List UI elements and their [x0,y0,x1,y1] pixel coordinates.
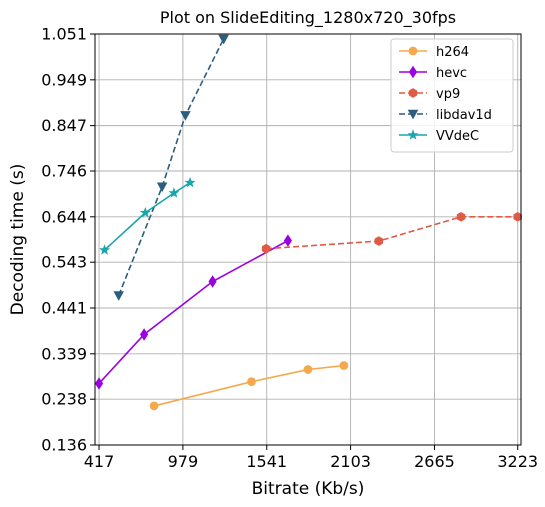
legend-marker [408,88,418,98]
y-tick-label: 1.051 [41,25,87,44]
data-point-libdav1d [180,111,191,121]
data-point-h264 [149,401,159,411]
legend-item-h264: h264 [399,45,469,60]
x-tick-label: 1541 [246,452,287,471]
data-point-vp9 [513,211,522,222]
y-tick-label: 0.543 [41,253,87,272]
legend-label: libdav1d [436,108,492,123]
data-point-hevc [283,234,293,247]
data-point-vp9 [456,211,466,222]
y-tick-label: 0.339 [41,344,87,363]
y-tick-label: 0.238 [41,390,87,409]
legend-box [390,38,514,153]
legend-marker [407,129,419,140]
y-tick-label: 0.136 [41,436,87,455]
data-point-libdav1d [218,34,229,45]
data-point-vvdec [99,244,111,255]
legend-item-hevc: hevc [399,65,467,81]
data-point-hevc [94,377,104,390]
y-tick-label: 0.644 [41,207,87,226]
data-point-vvdec [139,207,151,218]
data-point-h264 [247,377,256,387]
series-vp9 [261,211,522,254]
axis-ticks: 417 979 1541 2103 2665 3223 0.136 0.238 0.339 0.4… [41,25,538,472]
x-tick-label: 3223 [497,452,538,471]
series-hevc [94,234,293,390]
data-point-vvdec [168,187,180,198]
legend-label: vp9 [436,87,460,102]
data-point-vp9 [261,243,271,254]
data-point-libdav1d [113,291,124,301]
legend: h264 hevc vp9 libdav1d VVdeC [390,38,514,153]
data-point-vp9 [374,236,384,246]
y-axis-label: Decoding time (s) [8,164,28,316]
plot-frame [94,33,522,446]
data-point-hevc [140,328,149,341]
x-tick-label: 2103 [330,452,371,471]
legend-item-libdav1d: libdav1d [399,108,492,123]
data-point-h264 [303,365,313,374]
series-vvdec [99,176,196,255]
series-line-vvdec [104,182,191,251]
legend-item-vp9: vp9 [399,87,460,102]
legend-label: hevc [436,66,467,81]
data-point-h264 [339,361,349,370]
x-axis-label: Bitrate (Kb/s) [252,479,365,499]
y-tick-label: 0.746 [41,162,87,181]
data-point-libdav1d [156,182,168,193]
series-line-libdav1d [117,38,225,296]
series-h264 [149,361,349,411]
legend-marker [407,109,419,120]
legend-item-vvdec: VVdeC [399,129,479,144]
legend-marker [408,65,418,79]
data-point-hevc [208,275,217,288]
y-tick-label: 0.441 [41,299,87,318]
series-libdav1d [113,34,229,301]
x-tick-label: 417 [84,452,115,471]
series-line-vp9 [266,216,518,250]
series-line-h264 [153,364,344,407]
x-tick-label: 979 [168,452,199,471]
series-group [94,34,522,411]
legend-label: VVdeC [436,129,479,144]
data-point-vvdec [184,176,196,188]
x-tick-label: 2665 [414,452,455,471]
series-line-hevc [98,239,289,385]
y-tick-label: 0.949 [41,70,87,89]
chart-title: Plot on SlideEditing_1280x720_30fps [160,8,456,28]
legend-label: h264 [436,45,469,60]
y-tick-label: 0.847 [41,116,87,135]
legend-marker [408,46,418,56]
